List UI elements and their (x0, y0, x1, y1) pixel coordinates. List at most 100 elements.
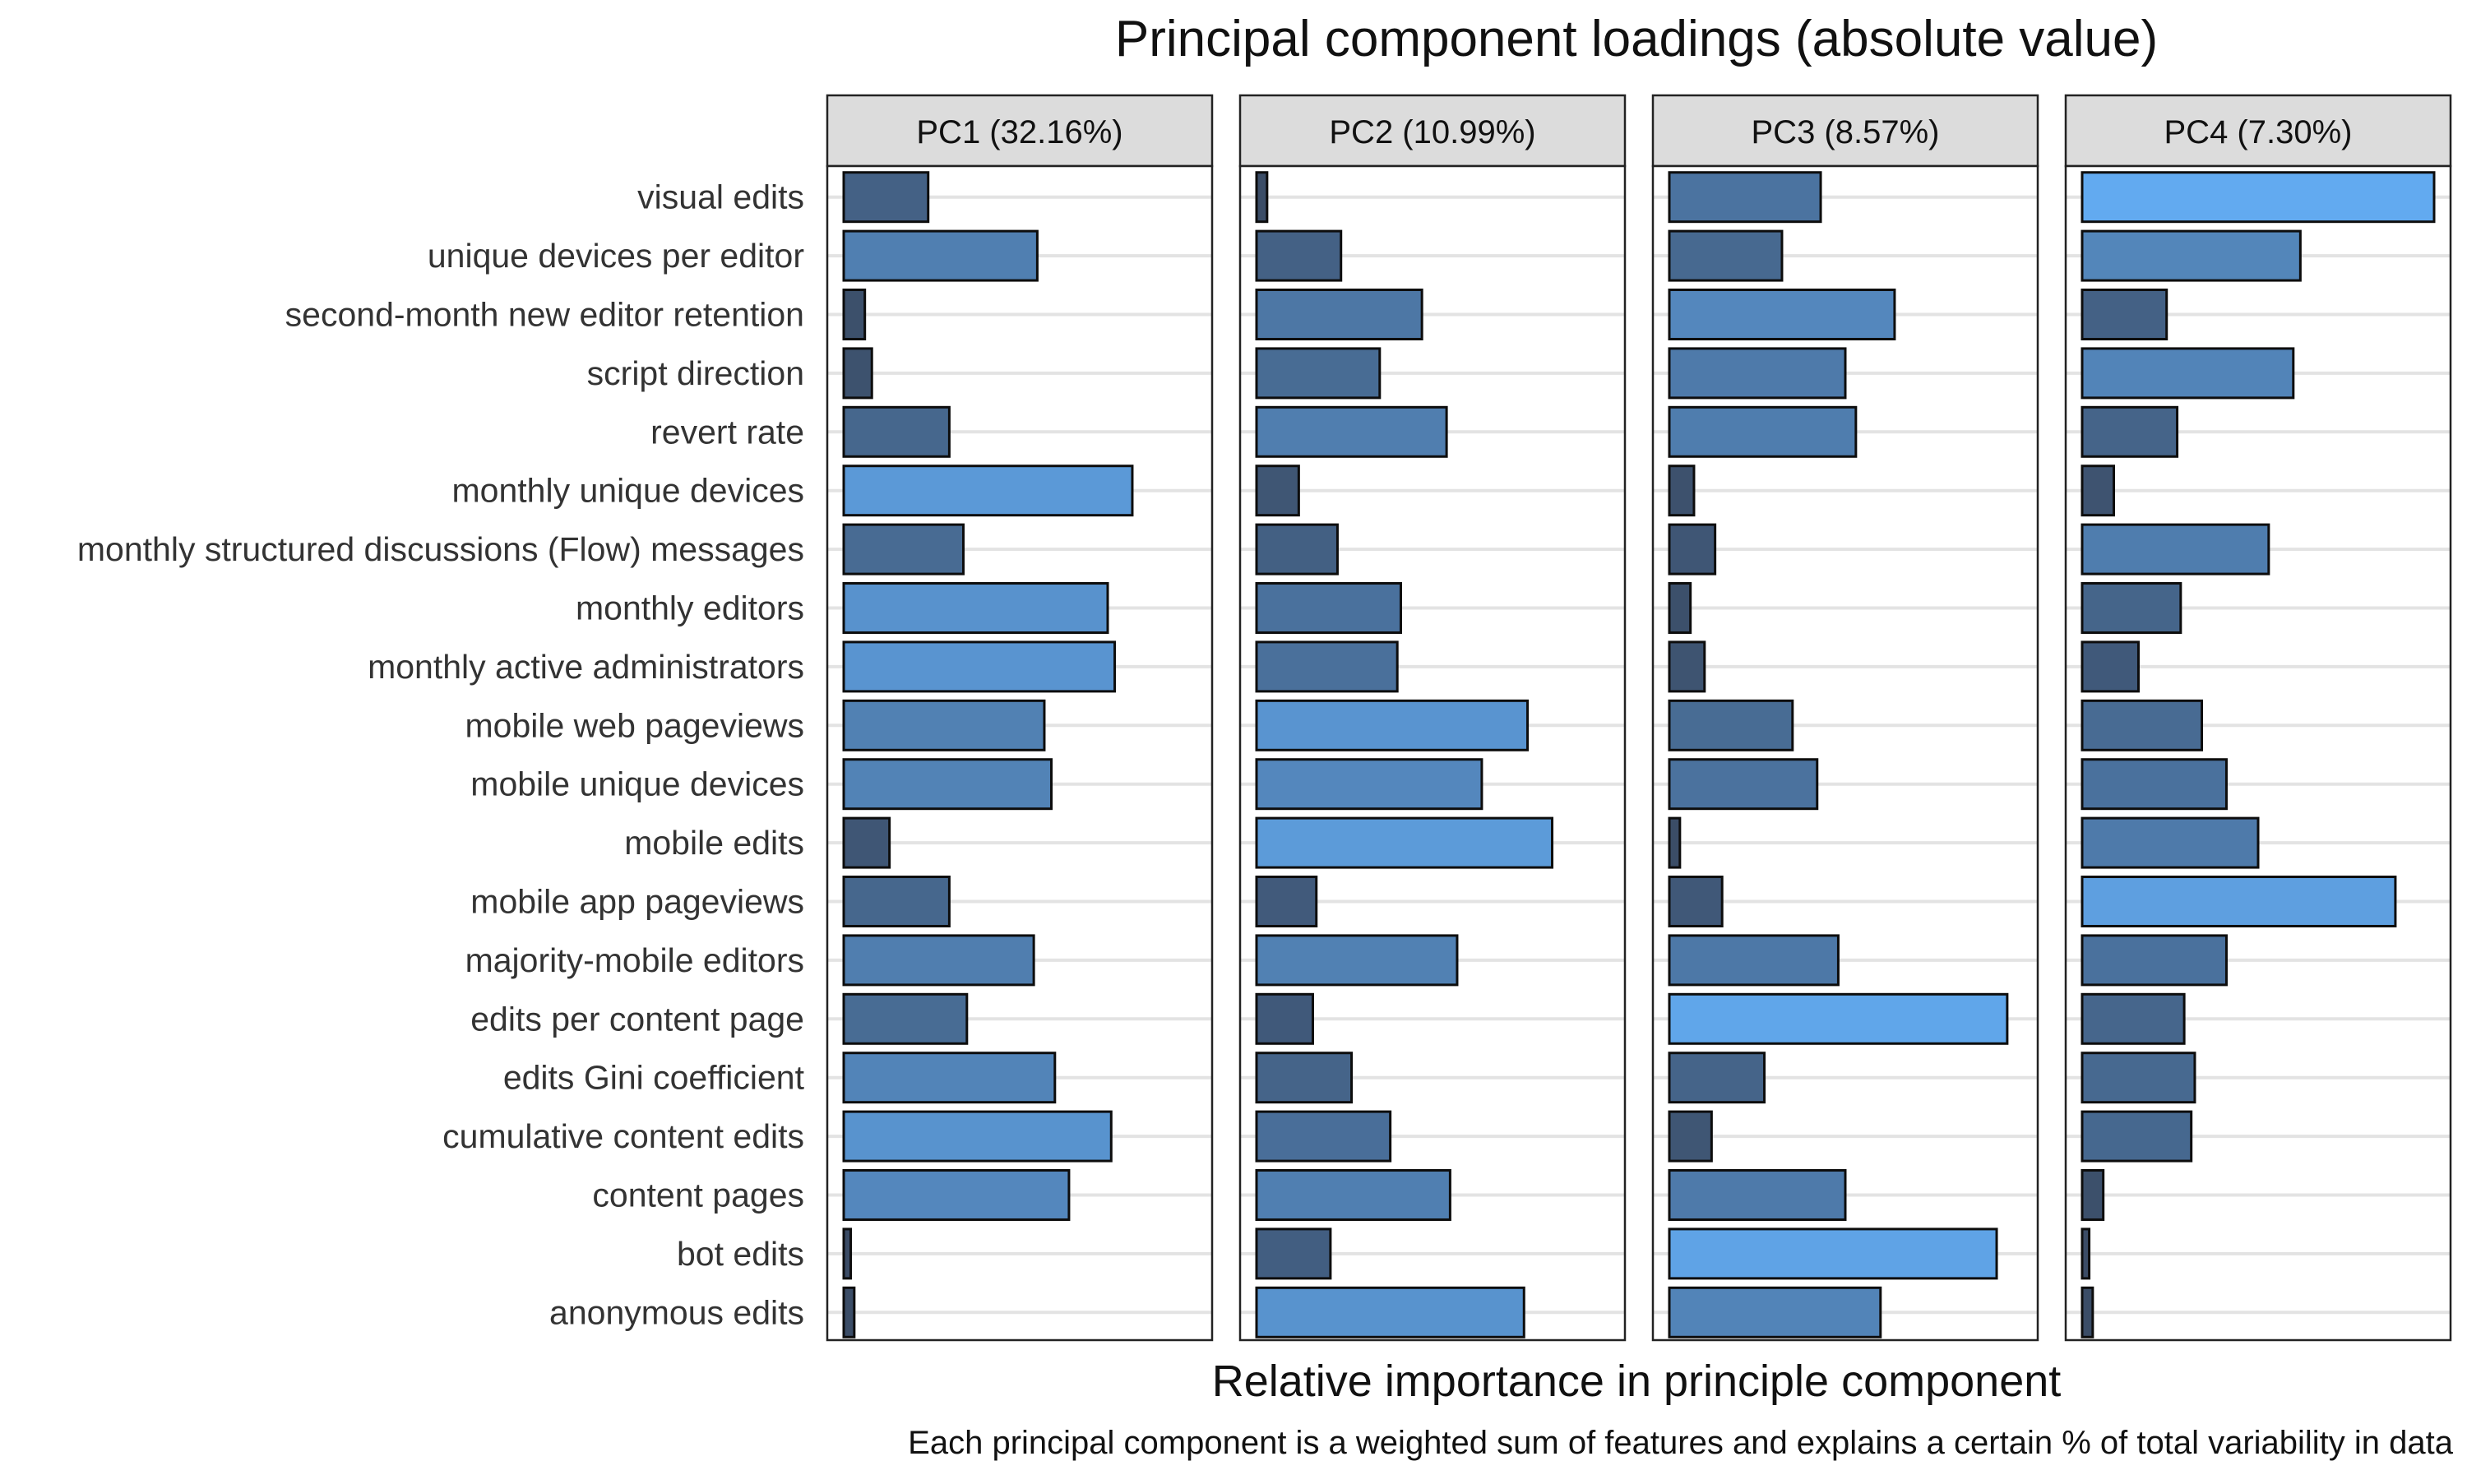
category-label-mobile-edits: mobile edits (624, 824, 804, 862)
facet-panels: PC1 (32.16%) PC2 (10.99%) PC3 (8.57%) PC4 (… (826, 94, 2452, 1342)
bar-pc3-anonymous-edits (1668, 1286, 1882, 1338)
bar-pc3-monthly-active-administrators (1668, 640, 1706, 693)
bar-pc2-majority-mobile-editors (1255, 934, 1459, 987)
category-label-content-pages: content pages (592, 1177, 804, 1214)
bar-pc4-edits-gini-coefficient (2081, 1052, 2196, 1104)
bar-pc2-mobile-edits (1255, 816, 1554, 869)
bar-pc1-mobile-edits (842, 816, 891, 869)
bar-pc3-edits-per-content-page (1668, 992, 2009, 1045)
bar-pc3-unique-devices-per-editor (1668, 229, 1784, 282)
bar-pc4-bot-edits (2081, 1227, 2091, 1280)
bar-pc2-mobile-app-pageviews (1255, 876, 1318, 927)
bar-pc4-monthly-structured-discussions-flow-messages (2081, 523, 2270, 576)
bar-pc2-cumulative-content-edits (1255, 1110, 1392, 1163)
bar-pc2-edits-per-content-page (1255, 992, 1314, 1045)
category-label-script-direction: script direction (587, 354, 804, 392)
category-label-monthly-active-administrators: monthly active administrators (368, 648, 804, 686)
bar-pc4-second-month-new-editor-retention (2081, 289, 2168, 340)
bar-pc3-content-pages (1668, 1169, 1847, 1221)
bar-pc3-bot-edits (1668, 1227, 1998, 1280)
panel-strip-pc3 (1651, 94, 2039, 168)
category-label-monthly-unique-devices: monthly unique devices (452, 472, 804, 510)
bar-pc2-monthly-structured-discussions-flow-messages (1255, 523, 1339, 576)
bar-pc1-edits-per-content-page (842, 992, 969, 1045)
panel-strip-pc1 (826, 94, 1214, 168)
bar-pc1-mobile-unique-devices (842, 758, 1053, 811)
chart-caption: Each principal component is a weighted s… (908, 1425, 2454, 1461)
bar-pc1-monthly-structured-discussions-flow-messages (842, 523, 965, 576)
category-label-mobile-app-pageviews: mobile app pageviews (470, 883, 804, 921)
bar-pc3-second-month-new-editor-retention (1668, 289, 1896, 340)
bar-pc2-monthly-unique-devices (1255, 465, 1300, 517)
panel-border-pc2 (1238, 164, 1627, 1342)
panel-background-pc1 (827, 166, 1212, 1340)
bar-pc4-edits-per-content-page (2081, 992, 2186, 1045)
panel-strip-label-pc3: PC3 (8.57%) (1752, 114, 1940, 150)
category-label-visual-edits: visual edits (637, 178, 804, 216)
panel-pc4: PC4 (7.30%) (2064, 94, 2452, 1342)
category-label-edits-per-content-page: edits per content page (470, 1000, 804, 1038)
category-label-anonymous-edits: anonymous edits (549, 1293, 804, 1331)
bar-pc2-monthly-active-administrators (1255, 640, 1399, 693)
panel-border-pc3 (1651, 164, 2039, 1342)
panel-background-pc4 (2066, 166, 2451, 1340)
bar-pc2-mobile-web-pageviews (1255, 699, 1530, 751)
bar-pc1-monthly-editors (842, 582, 1109, 634)
bar-pc3-mobile-web-pageviews (1668, 699, 1794, 751)
category-label-unique-devices-per-editor: unique devices per editor (428, 237, 804, 275)
bar-pc1-monthly-active-administrators (842, 640, 1117, 693)
category-label-mobile-web-pageviews: mobile web pageviews (465, 706, 804, 744)
bar-pc3-mobile-unique-devices (1668, 758, 1819, 811)
bar-pc4-monthly-active-administrators (2081, 640, 2140, 693)
bar-pc4-mobile-edits (2081, 816, 2260, 869)
bar-pc4-unique-devices-per-editor (2081, 229, 2302, 282)
category-label-cumulative-content-edits: cumulative content edits (442, 1117, 804, 1155)
bar-pc1-anonymous-edits (842, 1286, 856, 1338)
bar-pc3-monthly-unique-devices (1668, 465, 1696, 517)
bar-pc1-mobile-app-pageviews (842, 876, 951, 927)
panel-background-pc2 (1240, 166, 1625, 1340)
panel-strip-label-pc1: PC1 (32.16%) (916, 114, 1122, 150)
bar-pc4-anonymous-edits (2081, 1286, 2094, 1338)
bar-pc2-revert-rate (1255, 405, 1448, 458)
bar-pc3-cumulative-content-edits (1668, 1110, 1713, 1163)
bar-pc3-script-direction (1668, 347, 1847, 400)
bar-pc3-revert-rate (1668, 405, 1858, 458)
panel-border-pc1 (826, 164, 1214, 1342)
category-label-monthly-structured-discussions-flow-messages: monthly structured discussions (Flow) me… (77, 530, 804, 568)
x-axis-label: Relative importance in principle compone… (1212, 1357, 2062, 1406)
panel-pc2: PC2 (10.99%) (1238, 94, 1627, 1342)
bar-pc2-monthly-editors (1255, 582, 1402, 634)
bar-pc2-second-month-new-editor-retention (1255, 289, 1423, 340)
bar-pc3-visual-edits (1668, 171, 1822, 224)
bar-pc2-visual-edits (1255, 171, 1269, 224)
bar-pc4-content-pages (2081, 1169, 2105, 1221)
bar-pc4-mobile-web-pageviews (2081, 699, 2204, 751)
category-label-edits-gini-coefficient: edits Gini coefficient (503, 1059, 805, 1097)
bar-pc3-monthly-structured-discussions-flow-messages (1668, 523, 1717, 576)
category-label-mobile-unique-devices: mobile unique devices (470, 765, 804, 803)
panel-pc1: PC1 (32.16%) (826, 94, 1214, 1342)
bar-pc1-visual-edits (842, 171, 930, 224)
bar-pc2-mobile-unique-devices (1255, 758, 1483, 811)
bar-pc4-revert-rate (2081, 405, 2179, 458)
panel-strip-pc2 (1238, 94, 1627, 168)
bar-pc3-mobile-app-pageviews (1668, 876, 1724, 927)
bar-pc2-bot-edits (1255, 1227, 1332, 1280)
panel-pc3: PC3 (8.57%) (1651, 94, 2039, 1342)
bar-pc4-script-direction (2081, 347, 2295, 400)
bar-pc1-script-direction (842, 347, 873, 400)
bar-pc1-cumulative-content-edits (842, 1110, 1113, 1163)
bar-pc4-mobile-app-pageviews (2081, 876, 2397, 927)
panel-border-pc4 (2064, 164, 2452, 1342)
category-labels: visual edits unique devices per editor sec… (77, 178, 805, 1332)
bar-pc4-majority-mobile-editors (2081, 934, 2228, 987)
bar-pc2-script-direction (1255, 347, 1382, 400)
bar-pc4-monthly-unique-devices (2081, 465, 2116, 517)
panel-background-pc3 (1653, 166, 2038, 1340)
bar-pc4-mobile-unique-devices (2081, 758, 2228, 811)
bar-pc2-edits-gini-coefficient (1255, 1052, 1354, 1104)
bar-pc1-majority-mobile-editors (842, 934, 1035, 987)
bar-pc4-visual-edits (2081, 171, 2436, 224)
